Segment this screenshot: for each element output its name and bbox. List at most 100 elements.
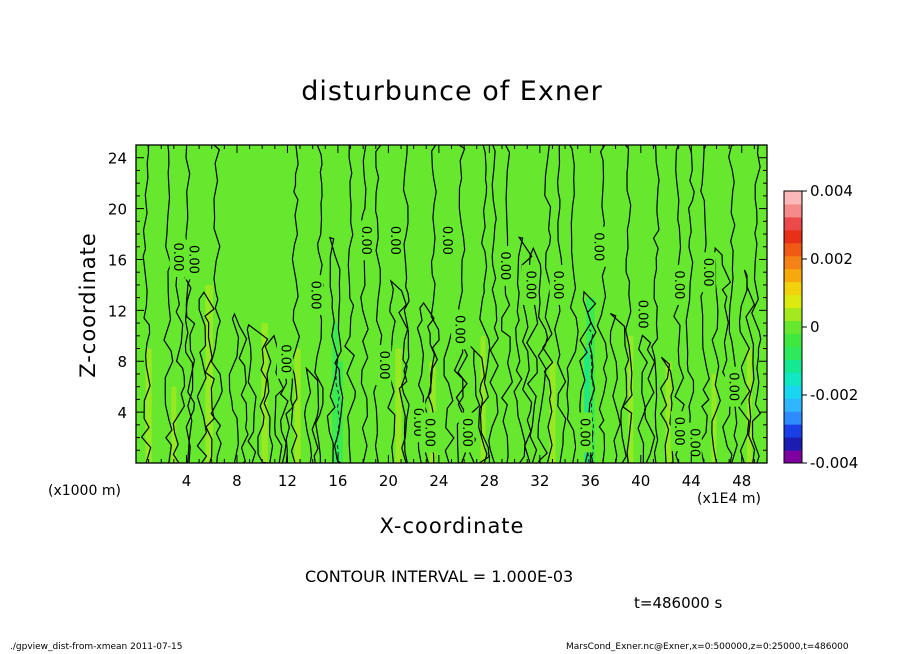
colorbar-swatch — [784, 229, 802, 244]
field-streak — [628, 335, 634, 463]
x-tick-label: 32 — [530, 472, 549, 490]
field-streak — [332, 323, 339, 463]
contour-label: 0.00 — [590, 232, 605, 261]
x-tick-label: 24 — [429, 472, 448, 490]
field-streak — [145, 348, 152, 463]
contour-label: 0.00 — [725, 372, 740, 401]
contour-line-zero — [554, 144, 567, 464]
contour-line-negative — [335, 361, 341, 464]
contour-label: 0.00 — [635, 300, 650, 329]
contour-line-zero — [185, 144, 196, 464]
contour-label-bg — [375, 345, 392, 386]
contour-line-negative — [588, 329, 595, 464]
contour-label: 0.00 — [170, 242, 185, 271]
x-axis-label: X-coordinate — [379, 514, 525, 538]
contour-line-zero — [290, 144, 301, 464]
colorbar-swatch — [784, 281, 802, 296]
contour-labels: 0.00 0.00 0.00 0.00 0.00 0.00 0.00 0.00 0.00 0.00… — [169, 220, 741, 463]
contour-label-bg — [276, 338, 293, 379]
contour-label: 0.00 — [452, 315, 467, 344]
y-tick-label: 8 — [117, 353, 127, 371]
contour-line-zero — [542, 144, 554, 464]
contour-label: 0.00 — [522, 270, 537, 299]
contour-line-zero — [651, 144, 660, 464]
chart-title: disturbunce of Exner — [301, 76, 603, 107]
colorbar-swatch — [784, 450, 802, 464]
footer-command: ./gpview_dist-from-xmean 2011-07-15 — [10, 642, 183, 652]
contour-label-bg — [438, 220, 455, 261]
colorbar-swatch — [784, 359, 802, 373]
contour-line-zero — [326, 236, 344, 464]
colorbar: 0.004 0.002 0 -0.002 -0.004 — [783, 182, 858, 472]
colorbar-tick-label: -0.004 — [810, 454, 858, 472]
contour-line-zero — [685, 144, 695, 464]
contour-label-bg — [496, 245, 513, 286]
y-tick-label: 24 — [108, 150, 127, 168]
contour-label: 0.00 — [421, 418, 436, 447]
colorbar-swatch — [784, 346, 802, 360]
contour-label: 0.00 — [497, 251, 512, 280]
field-streak — [294, 348, 301, 463]
contour-interval-text: CONTOUR INTERVAL = 1.000E-03 — [305, 567, 574, 586]
field-background — [136, 145, 767, 463]
colorbar-tick-label: 0.002 — [810, 250, 853, 268]
x-tick-label: 40 — [631, 472, 650, 490]
contour-label-bg — [724, 366, 741, 407]
contour-line-zero — [427, 144, 440, 464]
field-streak — [665, 361, 672, 463]
contour-line-zero — [246, 323, 269, 464]
x-tick-label: 48 — [732, 472, 751, 490]
plot-area — [136, 145, 767, 463]
colorbar-tick-label: 0.004 — [810, 182, 853, 200]
contour-line-zero — [637, 334, 656, 464]
contour-line-zero — [163, 144, 174, 464]
field-streak — [584, 348, 590, 463]
colorbar-swatch — [784, 411, 802, 425]
contour-line-zero — [228, 312, 249, 464]
contour-label-bg — [634, 294, 651, 335]
contour-label: 0.00 — [358, 226, 373, 255]
contour-line-zero — [526, 246, 549, 464]
contour-label-bg — [386, 220, 403, 261]
contour-line-zero — [172, 269, 194, 464]
contour-label: 0.00 — [686, 428, 701, 457]
contour-label-bg — [670, 264, 687, 305]
colorbar-swatch — [784, 242, 802, 257]
colorbar-swatch — [784, 294, 802, 309]
contour-label-bg — [420, 412, 437, 453]
x-tick-label: 8 — [232, 472, 242, 490]
contour-line-zero — [373, 144, 383, 464]
y-tick-label: 20 — [108, 201, 127, 219]
x-tick-label: 44 — [682, 472, 701, 490]
contour-label: 0.00 — [577, 418, 592, 447]
x-tick-label: 16 — [328, 472, 347, 490]
contour-label-bg — [670, 411, 687, 452]
contour-label-bg — [451, 309, 468, 350]
contour-line-zero — [579, 290, 597, 464]
colorbar-swatch — [784, 191, 802, 205]
contour-line-zero — [488, 144, 499, 464]
contour-label-bg — [458, 412, 475, 453]
colorbar-swatch — [784, 424, 802, 438]
contour-label: 0.00 — [550, 270, 565, 299]
contour-label-bg — [357, 220, 374, 261]
field-streak — [549, 361, 556, 463]
contour-label-bg — [184, 239, 201, 280]
contour-label-bg — [576, 412, 593, 453]
contour-line-zero — [210, 144, 223, 464]
contour-line-zero — [196, 291, 215, 464]
contour-label-bg — [521, 264, 538, 305]
colorbar-swatch — [784, 437, 802, 451]
contour-line-zero — [738, 269, 756, 464]
contour-label-bg — [699, 252, 716, 293]
y-tick-label: 12 — [108, 302, 127, 320]
field-streak — [395, 348, 402, 463]
colorbar-swatch — [784, 216, 802, 231]
y-tick-label: 16 — [108, 251, 127, 269]
contour-line-zero — [609, 313, 630, 464]
time-stamp: t=486000 s — [634, 594, 723, 612]
colorbar-swatch — [784, 307, 802, 322]
contour-line-zero — [344, 144, 356, 464]
